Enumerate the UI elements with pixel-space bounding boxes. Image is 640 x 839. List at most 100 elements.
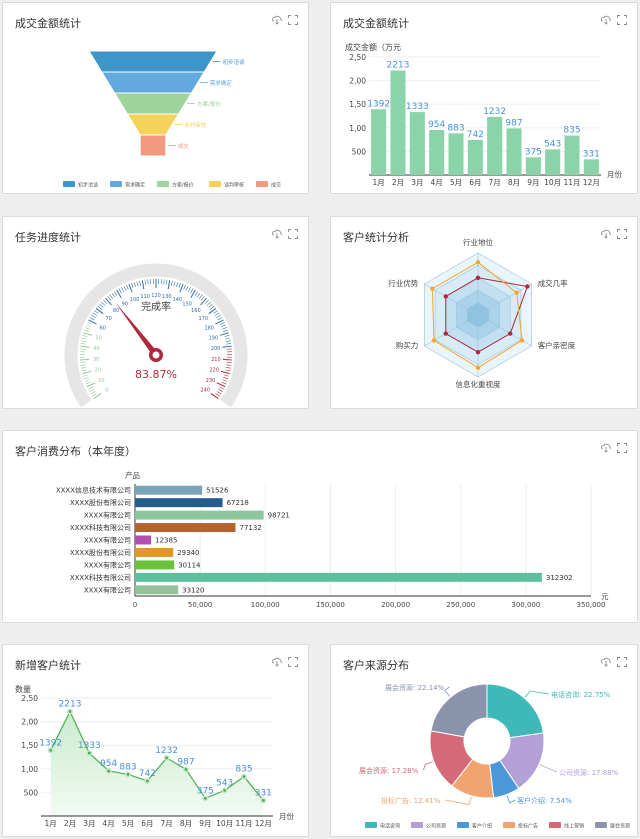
gauge-hub-center: [152, 351, 160, 359]
gauge-track: [64, 263, 248, 408]
bar: [371, 109, 387, 175]
download-icon[interactable]: [601, 229, 611, 239]
fullscreen-icon[interactable]: [288, 657, 298, 667]
funnel-panel: 成交金额统计 初步洽谈 需求确定 方案/报价 谈判审核 成交 初步洽谈 需求确定 方案/报价谈…: [2, 2, 309, 194]
consumption-panel: 客户消费分布（本年度） 产品 0 50,000 100,000 150,000 200,0…: [2, 430, 638, 623]
gauge-tick-label: 220: [209, 368, 219, 374]
fullscreen-icon[interactable]: [617, 443, 627, 453]
gauge-tick: [216, 391, 222, 395]
gauge-tick: [222, 345, 232, 348]
radar-indicator-label: 行业地位: [463, 237, 493, 247]
legend-swatch: [503, 822, 515, 828]
gauge-tick: [218, 388, 223, 392]
gauge-tick-label: 20: [95, 368, 101, 374]
legend-label: 投标广告: [518, 823, 538, 830]
x-tick-label: 300,000: [511, 601, 540, 609]
gauge-tick: [116, 289, 122, 298]
gauge-tick-label: 120: [151, 293, 161, 299]
download-icon[interactable]: [601, 657, 611, 667]
legend-swatch: [411, 822, 423, 828]
radar-panel: 客户统计分析 行业地位 成交几率 客户亲密度 信息化重视度 购买力 行业优势: [330, 216, 638, 409]
gauge-tick: [144, 279, 147, 285]
gauge-tick: [173, 281, 176, 287]
bar: [135, 547, 174, 557]
data-point: [223, 788, 227, 792]
legend-swatch: [110, 181, 122, 187]
radar-point: [508, 331, 513, 336]
gauge-tick: [83, 377, 89, 380]
gauge-tick: [210, 393, 219, 400]
gauge-tick: [80, 361, 86, 364]
bar: [390, 70, 406, 175]
download-icon[interactable]: [272, 229, 282, 239]
point-value-label: 1333: [78, 741, 101, 751]
gauge-tick: [136, 281, 139, 287]
gauge-tick: [126, 284, 129, 290]
gauge-tick: [89, 388, 94, 392]
gauge-tick: [167, 280, 171, 290]
download-icon[interactable]: [272, 657, 282, 667]
data-point: [203, 796, 207, 800]
download-icon[interactable]: [272, 15, 282, 25]
fullscreen-icon[interactable]: [288, 229, 298, 239]
data-point: [107, 769, 111, 773]
point-value-label: 331: [255, 788, 272, 798]
x-axis-title: 月份: [607, 169, 622, 179]
bar-value-label: 77132: [239, 524, 261, 532]
bar: [429, 129, 445, 175]
gauge-tick-label: 200: [211, 346, 221, 352]
x-tick-label: 5月: [122, 819, 134, 828]
gauge-tick: [123, 285, 127, 291]
legend-label: 展会资源: [610, 823, 630, 830]
fullscreen-icon[interactable]: [617, 657, 627, 667]
panel-title: 客户统计分析: [343, 231, 409, 244]
gauge-tick: [84, 379, 90, 382]
gauge-tick: [185, 285, 189, 291]
data-point: [87, 751, 91, 755]
gauge-tick: [80, 358, 90, 361]
download-icon[interactable]: [601, 443, 611, 453]
bar: [135, 523, 236, 533]
gauge-tick: [97, 305, 102, 310]
gauge-tick: [93, 393, 102, 400]
funnel-stage: [88, 50, 218, 73]
fullscreen-icon[interactable]: [617, 229, 627, 239]
legend-label: 初步洽谈: [78, 182, 98, 189]
bar: [135, 560, 175, 570]
x-tick-label: 7月: [161, 819, 173, 828]
gauge-tick: [113, 291, 118, 296]
point-value-label: 883: [119, 762, 136, 772]
gauge-tick: [225, 340, 231, 342]
gauge-tick: [208, 303, 213, 308]
gauge-tick: [99, 303, 104, 308]
bar: [545, 149, 561, 175]
gauge-tick: [190, 288, 194, 294]
data-point: [68, 710, 72, 713]
download-icon[interactable]: [601, 15, 611, 25]
x-tick-label: 10月: [544, 178, 561, 187]
bar: [135, 535, 152, 545]
bar-value-label: 835: [563, 126, 580, 136]
fullscreen-icon[interactable]: [288, 15, 298, 25]
bar-value-label: 29340: [177, 549, 199, 557]
legend-label: 公司资源: [426, 823, 446, 830]
gauge-tick: [82, 335, 88, 337]
gauge-tick-label: 140: [173, 297, 183, 303]
x-tick-label: 8月: [180, 819, 192, 828]
gauge-tick: [94, 310, 99, 314]
bar-value-label: 954: [428, 120, 445, 130]
x-tick-label: 200,000: [381, 601, 410, 609]
gauge-tick: [222, 358, 232, 361]
gauge-tick: [81, 369, 87, 372]
gauge-tick: [215, 319, 224, 325]
gauge-tick: [88, 319, 97, 325]
bar: [448, 133, 464, 175]
gauge-tick-label: 80: [113, 308, 119, 314]
fullscreen-icon[interactable]: [617, 15, 627, 25]
x-tick-label: 11月: [235, 819, 252, 828]
x-tick-label: 7月: [489, 178, 501, 187]
bar: [135, 585, 179, 595]
donut-slice-label: 客户介绍: 7.54%: [517, 796, 572, 805]
radar-point: [475, 260, 481, 265]
area-fill: [50, 711, 264, 816]
